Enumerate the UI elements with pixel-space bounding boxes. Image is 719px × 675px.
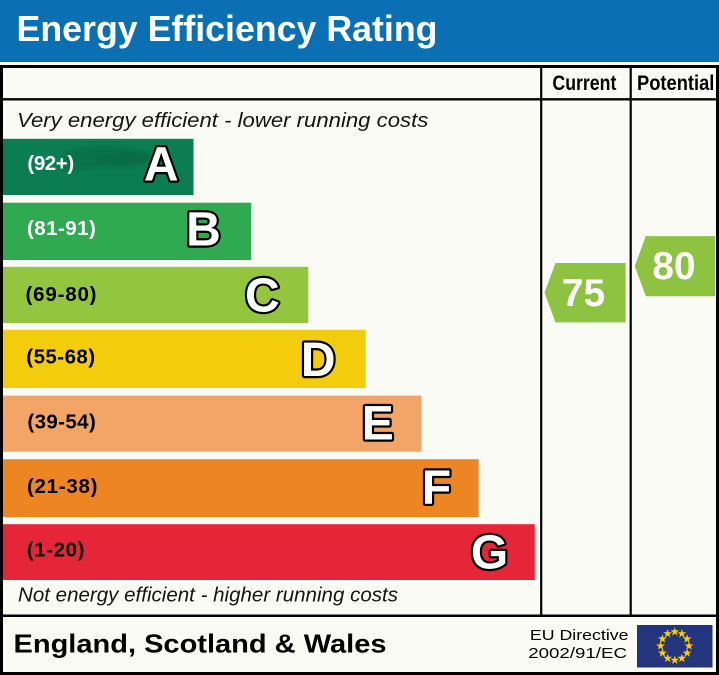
svg-text:Energy Efficiency Rating: Energy Efficiency Rating: [17, 8, 438, 49]
svg-text:(1-20): (1-20): [27, 539, 85, 562]
svg-text:(81-91): (81-91): [27, 217, 96, 240]
svg-text:(21-38): (21-38): [27, 475, 97, 498]
svg-text:(69-80): (69-80): [26, 283, 97, 306]
svg-text:England, Scotland & Wales: England, Scotland & Wales: [14, 629, 387, 659]
svg-text:E: E: [362, 397, 394, 450]
svg-text:EU Directive: EU Directive: [530, 627, 629, 644]
svg-text:2002/91/EC: 2002/91/EC: [528, 645, 627, 662]
svg-text:80: 80: [652, 245, 695, 288]
svg-text:(39-54): (39-54): [27, 411, 95, 434]
svg-text:Potential: Potential: [637, 72, 714, 95]
svg-text:B: B: [186, 204, 221, 257]
svg-text:75: 75: [562, 272, 605, 315]
svg-text:D: D: [301, 334, 336, 387]
svg-text:G: G: [471, 526, 508, 579]
svg-text:F: F: [422, 461, 451, 514]
svg-text:Very energy efficient - lower: Very energy efficient - lower running co…: [17, 110, 428, 132]
svg-text:C: C: [245, 269, 280, 322]
svg-text:A: A: [144, 139, 179, 192]
svg-text:(92+): (92+): [27, 152, 74, 175]
svg-text:Current: Current: [552, 72, 616, 95]
svg-text:(55-68): (55-68): [26, 345, 95, 368]
svg-text:Not energy efficient - higher: Not energy efficient - higher running co…: [18, 585, 398, 607]
